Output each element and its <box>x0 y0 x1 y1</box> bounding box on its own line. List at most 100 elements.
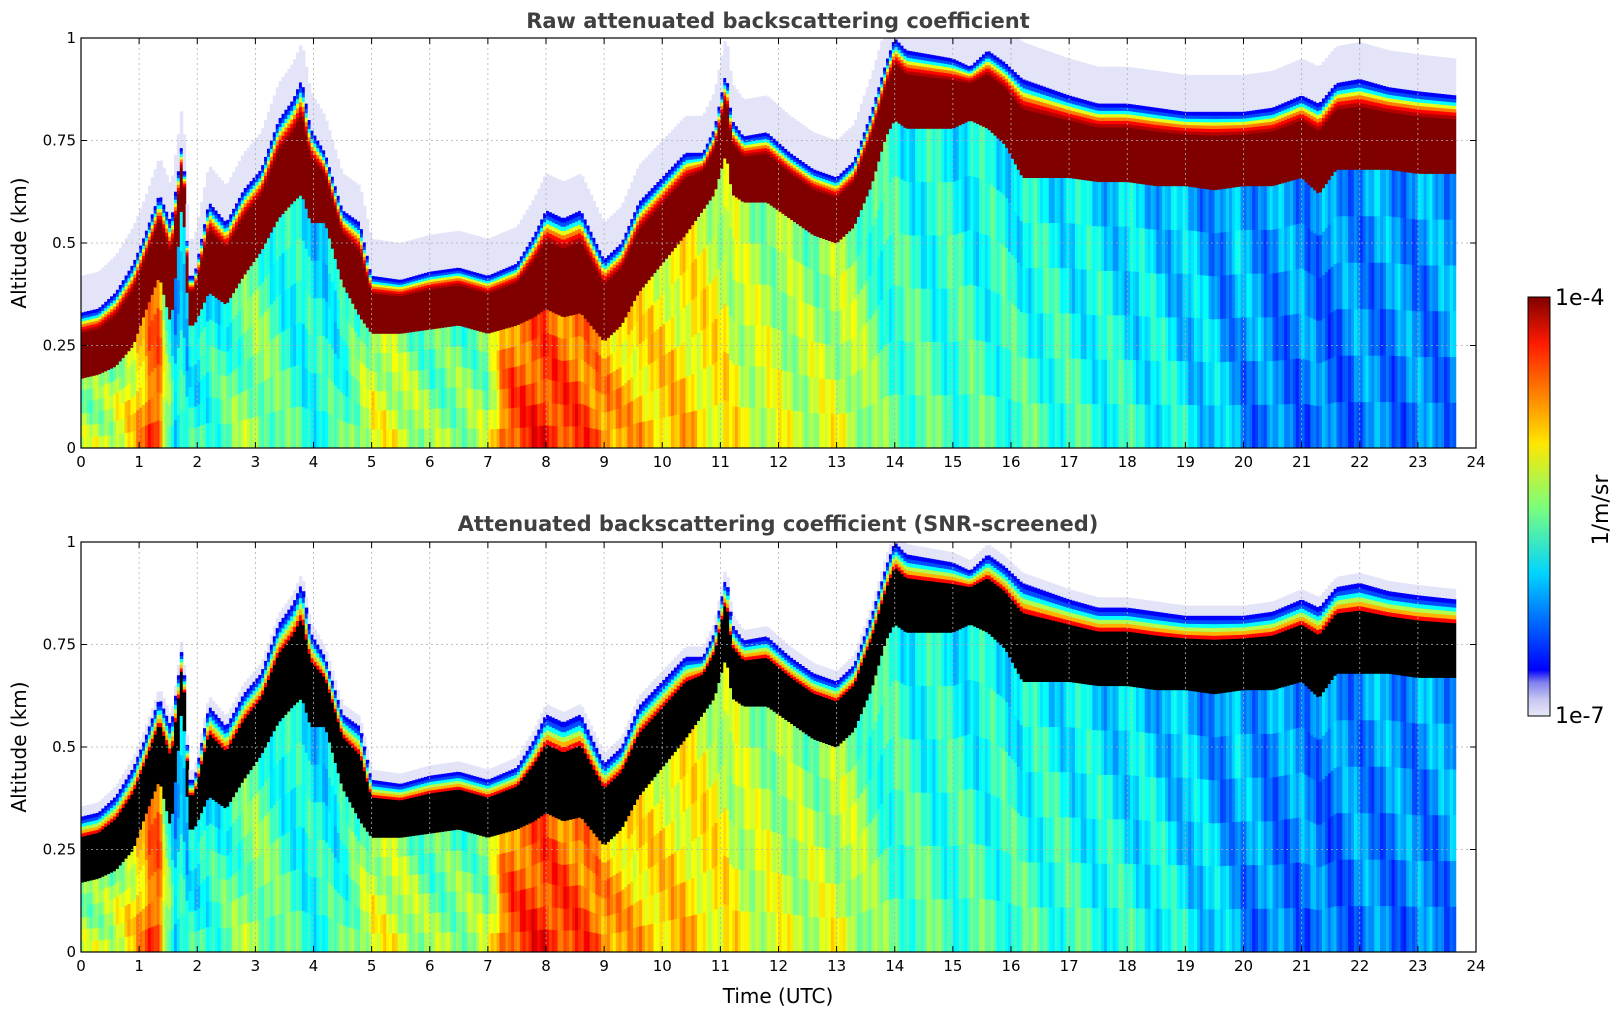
cloud-edge-cell <box>891 62 896 67</box>
heatmap-column <box>694 115 698 448</box>
cloud-core-cell <box>409 293 413 333</box>
heatmap-column <box>609 215 614 448</box>
cloud-edge-cell <box>615 250 620 255</box>
cloud-edge-cell <box>920 59 925 64</box>
aerosol-cell <box>374 409 379 430</box>
cloud-edge-cell <box>897 63 902 68</box>
cloud-edge-cell <box>267 156 271 161</box>
cloud-edge-cell <box>560 230 565 236</box>
cloud-edge-cell <box>423 282 428 286</box>
heatmap-column <box>496 234 501 448</box>
cloud-edge-cell <box>700 160 704 164</box>
aerosol-cell <box>787 371 791 411</box>
aerosol-cell <box>868 361 873 406</box>
cloud-edge-cell <box>406 287 411 291</box>
cloud-edge-cell <box>700 168 704 172</box>
cloud-edge-cell <box>668 184 672 189</box>
aerosol-cell <box>865 405 870 448</box>
aerosol-cell <box>778 250 783 291</box>
cloud-edge-cell <box>464 279 469 283</box>
aerosol-cell <box>659 326 663 358</box>
aerosol-cell <box>531 339 535 362</box>
aerosol-cell <box>479 350 483 371</box>
cloud-edge-cell <box>871 122 876 127</box>
cloud-core-cell <box>833 196 838 244</box>
aerosol-cell <box>476 330 480 351</box>
heatmap-column <box>854 120 858 448</box>
heatmap-column <box>615 210 620 448</box>
noise-cell <box>505 230 509 268</box>
cloud-edge-cell <box>630 222 634 228</box>
cloud-edge-cell <box>955 71 960 76</box>
aerosol-cell <box>891 393 896 448</box>
cloud-edge-cell <box>752 137 756 141</box>
heatmap-column <box>781 109 785 448</box>
aerosol-cell <box>124 432 129 448</box>
cloud-edge-cell <box>551 230 556 236</box>
cloud-edge-cell <box>389 292 393 296</box>
cloud-core-cell <box>394 295 399 334</box>
aerosol-cell <box>955 340 960 395</box>
aerosol-cell <box>604 376 608 395</box>
cloud-edge-cell <box>749 152 753 156</box>
cloud-core-cell <box>961 81 966 125</box>
aerosol-cell <box>955 179 960 235</box>
aerosol-cell <box>514 407 518 429</box>
cloud-edge-cell <box>371 278 376 282</box>
heatmap-column <box>915 38 919 448</box>
aerosol-cell <box>348 372 352 399</box>
aerosol-cell <box>932 128 937 183</box>
noise-cell <box>732 85 736 123</box>
cloud-edge-cell <box>795 166 800 170</box>
cloud-edge-cell <box>967 70 971 74</box>
cloud-edge-cell <box>365 261 370 266</box>
noise-cell <box>185 204 190 241</box>
aerosol-cell <box>194 405 198 428</box>
aerosol-cell <box>781 369 785 410</box>
noise-cell <box>165 174 169 212</box>
aerosol-cell <box>269 232 274 269</box>
cloud-edge-cell <box>976 62 980 66</box>
aerosol-cell <box>636 345 640 373</box>
cloud-edge-cell <box>912 58 916 63</box>
cloud-edge-cell <box>822 184 826 188</box>
cloud-edge-cell <box>726 96 730 101</box>
cloud-edge-cell <box>560 234 565 240</box>
aerosol-cell <box>636 294 640 322</box>
aerosol-cell <box>525 384 530 407</box>
cloud-edge-cell <box>115 293 120 297</box>
aerosol-cell <box>272 374 277 412</box>
cloud-edge-cell <box>165 232 169 237</box>
cloud-edge-cell <box>833 179 838 184</box>
cloud-edge-cell <box>310 150 315 155</box>
cloud-edge-cell <box>604 265 608 270</box>
aerosol-cell <box>200 401 204 426</box>
aerosol-cell <box>150 294 155 321</box>
cloud-core-cell <box>194 284 198 323</box>
aerosol-cell <box>287 407 291 448</box>
aerosol-cell <box>162 294 166 321</box>
cloud-edge-cell <box>450 278 454 282</box>
cloud-edge-cell <box>714 126 719 131</box>
cloud-edge-cell <box>827 174 832 179</box>
cloud-core-cell <box>575 242 579 315</box>
heatmap-column <box>264 120 268 448</box>
cloud-edge-cell <box>287 105 291 111</box>
heatmap-column <box>127 233 132 448</box>
cloud-core-cell <box>964 81 969 123</box>
cloud-edge-cell <box>176 190 181 195</box>
aerosol-cell <box>322 297 326 336</box>
noise-cell <box>888 38 893 51</box>
cloud-edge-cell <box>307 140 312 146</box>
aerosol-cell <box>566 337 570 361</box>
aerosol-cell <box>171 355 175 380</box>
aerosol-cell <box>633 374 637 400</box>
heatmap-column <box>795 121 800 448</box>
cloud-edge-cell <box>920 69 925 74</box>
cloud-edge-cell <box>455 272 460 276</box>
cloud-edge-cell <box>976 68 980 72</box>
cloud-edge-cell <box>293 118 297 124</box>
aerosol-cell <box>909 341 913 396</box>
cloud-edge-cell <box>752 149 756 153</box>
aerosol-cell <box>755 202 759 244</box>
